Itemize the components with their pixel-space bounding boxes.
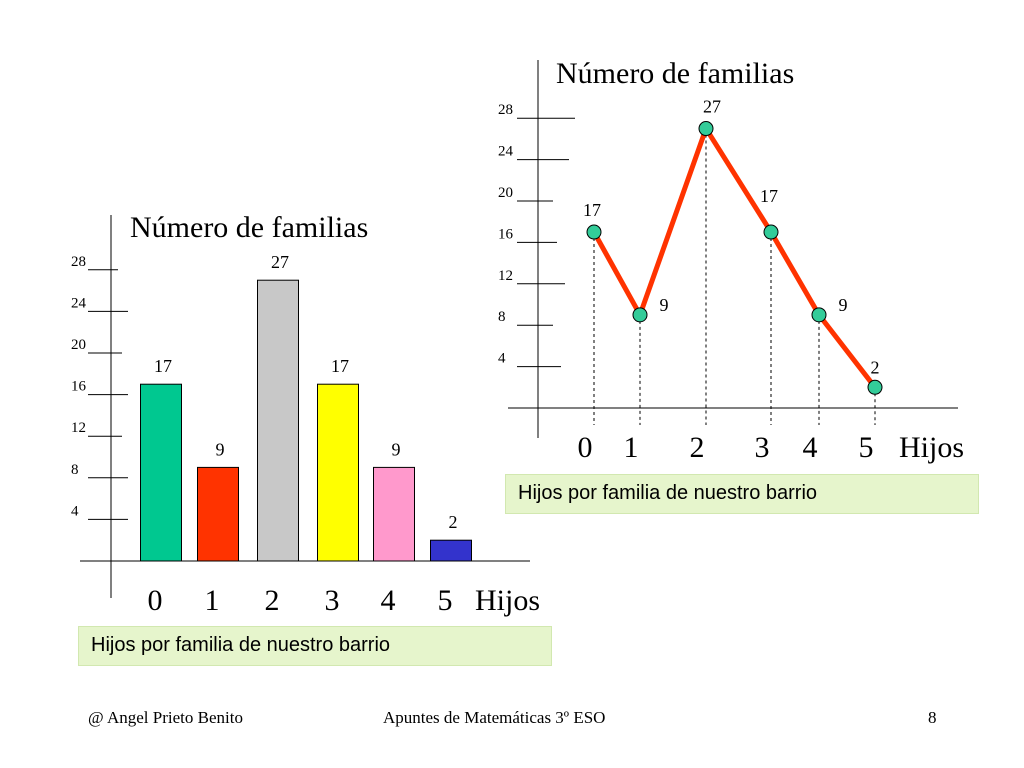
y-tick-label: 4 [71, 503, 79, 519]
data-point [763, 224, 779, 240]
chart-title: Número de familias [556, 57, 794, 90]
y-tick-label: 28 [498, 102, 513, 118]
y-tick-label: 24 [498, 144, 514, 160]
bar-chart-caption: Hijos por familia de nuestro barrio [78, 626, 552, 666]
chart-title: Número de familias [130, 211, 368, 244]
x-axis-label: Hijos [475, 584, 540, 617]
x-tick-label: 0 [148, 584, 163, 617]
point-value-label: 9 [660, 295, 669, 315]
y-tick-label: 28 [71, 254, 86, 270]
footer-author: @ Angel Prieto Benito [88, 708, 243, 727]
x-tick-label: 2 [690, 431, 705, 464]
bar [197, 466, 239, 562]
data-point [867, 379, 883, 395]
bar [317, 383, 359, 562]
y-tick-label: 12 [71, 420, 86, 436]
x-tick-label: 5 [859, 431, 874, 464]
x-tick-label: 1 [205, 584, 220, 617]
bar [430, 539, 472, 562]
bar-value-label: 9 [392, 439, 401, 459]
bar-value-label: 2 [449, 512, 458, 532]
y-tick-label: 24 [71, 295, 87, 311]
x-tick-label: 2 [265, 584, 280, 617]
bar [140, 383, 182, 562]
x-axis-label: Hijos [899, 431, 964, 464]
data-point [698, 121, 714, 137]
bar-value-label: 17 [154, 356, 172, 376]
data-point [632, 307, 648, 323]
x-tick-label: 4 [803, 431, 818, 464]
y-tick-label: 20 [71, 337, 86, 353]
line-chart-caption: Hijos por familia de nuestro barrio [505, 474, 979, 514]
series-line [591, 126, 878, 390]
bar-value-label: 9 [216, 439, 225, 459]
x-tick-label: 0 [578, 431, 593, 464]
x-tick-label: 1 [624, 431, 639, 464]
bar [373, 466, 415, 562]
y-tick-label: 12 [498, 268, 513, 284]
y-tick-label: 8 [498, 309, 506, 325]
x-tick-label: 4 [381, 584, 396, 617]
y-tick-label: 16 [71, 379, 87, 395]
y-tick-label: 16 [498, 226, 514, 242]
x-tick-label: 3 [755, 431, 770, 464]
point-value-label: 17 [583, 200, 601, 220]
y-tick-label: 8 [71, 462, 79, 478]
point-value-label: 9 [839, 295, 848, 315]
x-tick-label: 3 [325, 584, 340, 617]
footer-page-number: 8 [928, 708, 937, 727]
y-tick-label: 4 [498, 351, 506, 367]
x-tick-label: 5 [438, 584, 453, 617]
point-value-label: 17 [760, 186, 778, 206]
point-value-label: 27 [703, 97, 721, 117]
bar-value-label: 27 [271, 252, 289, 272]
data-point [811, 307, 827, 323]
footer-course: Apuntes de Matemáticas 3º ESO [383, 708, 606, 727]
bar-value-label: 17 [331, 356, 349, 376]
bar [257, 279, 299, 562]
data-point [586, 224, 602, 240]
point-value-label: 2 [871, 357, 880, 377]
y-tick-label: 20 [498, 185, 513, 201]
